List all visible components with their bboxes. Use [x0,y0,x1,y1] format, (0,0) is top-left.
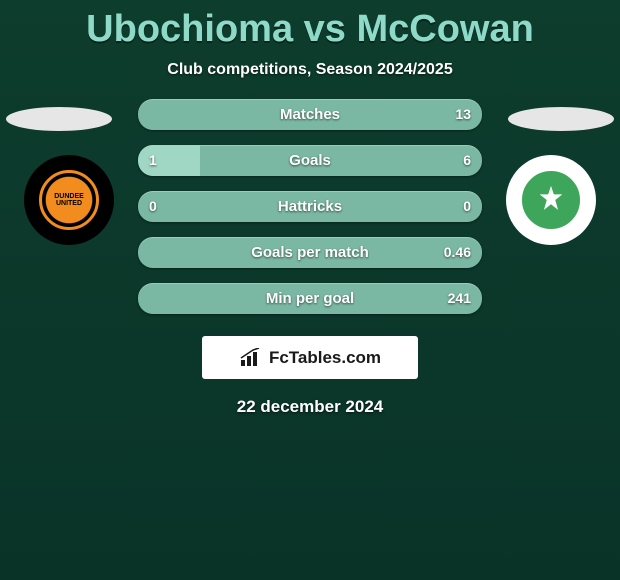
stat-value-right: 0.46 [444,237,471,268]
branding-badge: FcTables.com [202,336,418,379]
subtitle: Club competitions, Season 2024/2025 [0,61,620,79]
stat-value-left: 0 [149,191,157,222]
stat-label: Goals per match [138,237,482,268]
stat-value-right: 6 [463,145,471,176]
stat-value-right: 13 [455,99,471,130]
stat-value-right: 0 [463,191,471,222]
stat-label: Min per goal [138,283,482,314]
club-badge-right [506,155,596,245]
player-right-placeholder [508,107,614,131]
stat-row: Matches13 [138,99,482,130]
celtic-badge-icon [516,165,586,235]
date-text: 22 december 2024 [0,397,620,417]
stat-row: Min per goal241 [138,283,482,314]
stat-label: Goals [138,145,482,176]
stat-row: Hattricks0 0 [138,191,482,222]
stat-label: Hattricks [138,191,482,222]
stat-value-left: 1 [149,145,157,176]
stat-row: Goals per match0.46 [138,237,482,268]
club-badge-left: DUNDEEUNITED [24,155,114,245]
stat-label: Matches [138,99,482,130]
player-left-placeholder [6,107,112,131]
branding-text: FcTables.com [269,348,381,368]
stat-row: Goals1 6 [138,145,482,176]
page-title: Ubochioma vs McCowan [0,0,620,51]
comparison-arena: DUNDEEUNITED Matches13 Goals1 6 Hattricks0 0… [0,99,620,314]
stats-list: Matches13 Goals1 6 Hattricks0 0 Goals per mat… [138,99,482,314]
dundee-united-badge-icon: DUNDEEUNITED [39,170,99,230]
stat-value-right: 241 [448,283,471,314]
chart-icon [239,348,263,368]
